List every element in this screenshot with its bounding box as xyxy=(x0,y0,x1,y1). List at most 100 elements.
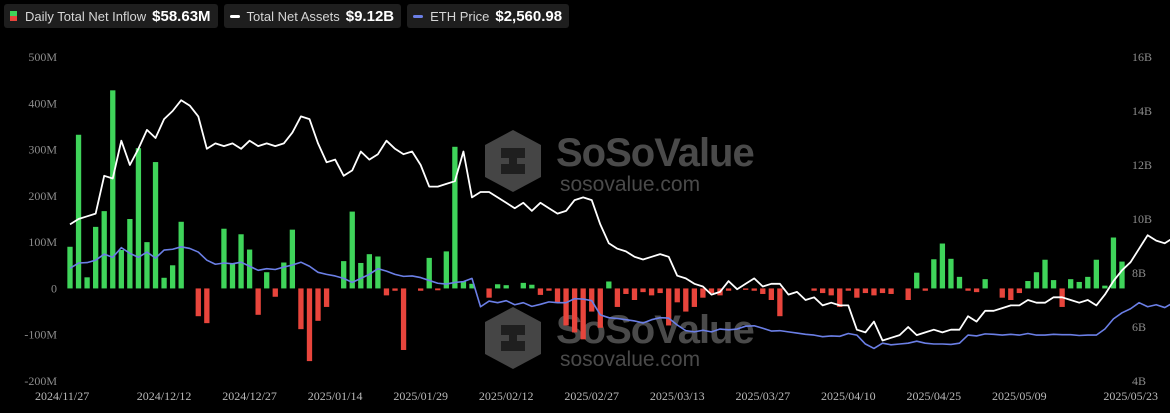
inflow-bar[interactable] xyxy=(537,288,544,295)
inflow-bar[interactable] xyxy=(144,242,150,289)
inflow-bar[interactable] xyxy=(546,288,552,291)
inflow-bar[interactable] xyxy=(152,162,159,289)
inflow-bar[interactable] xyxy=(777,288,783,317)
inflow-bar[interactable] xyxy=(452,146,458,289)
inflow-bar[interactable] xyxy=(914,272,920,289)
inflow-bar[interactable] xyxy=(708,288,715,294)
inflow-bar[interactable] xyxy=(229,263,236,289)
inflow-bar[interactable] xyxy=(1076,281,1082,289)
inflow-bar[interactable] xyxy=(84,277,90,289)
inflow-bar[interactable] xyxy=(623,288,629,294)
inflow-bar[interactable] xyxy=(392,288,398,291)
inflow-bar[interactable] xyxy=(691,288,698,307)
inflow-bar[interactable] xyxy=(135,148,142,289)
inflow-bar[interactable] xyxy=(503,285,509,289)
inflow-bar[interactable] xyxy=(751,288,757,291)
inflow-bar[interactable] xyxy=(486,288,492,298)
inflow-bar[interactable] xyxy=(1033,272,1040,289)
inflow-bar[interactable] xyxy=(1068,279,1074,289)
inflow-bar[interactable] xyxy=(939,243,946,289)
inflow-bar[interactable] xyxy=(1093,259,1099,289)
inflow-bar[interactable] xyxy=(255,288,261,315)
inflow-bar[interactable] xyxy=(529,284,535,289)
inflow-bar[interactable] xyxy=(922,288,928,291)
inflow-bar[interactable] xyxy=(700,288,706,298)
inflow-bar[interactable] xyxy=(597,288,603,328)
inflow-bar[interactable] xyxy=(315,288,321,321)
inflow-bar[interactable] xyxy=(272,288,278,297)
inflow-bar[interactable] xyxy=(768,288,774,300)
inflow-bar[interactable] xyxy=(1050,280,1057,289)
inflow-bar[interactable] xyxy=(520,282,526,289)
inflow-bar[interactable] xyxy=(221,228,227,289)
inflow-bar[interactable] xyxy=(281,262,287,289)
inflow-bar[interactable] xyxy=(871,288,877,296)
inflow-bar[interactable] xyxy=(1085,276,1091,289)
inflow-bar[interactable] xyxy=(435,288,441,291)
inflow-bar[interactable] xyxy=(110,90,116,289)
inflow-bar[interactable] xyxy=(469,283,475,289)
inflow-bar[interactable] xyxy=(614,288,621,307)
inflow-bar[interactable] xyxy=(298,288,304,330)
inflow-bar[interactable] xyxy=(101,211,107,289)
inflow-bar[interactable] xyxy=(1110,237,1117,289)
inflow-bar[interactable] xyxy=(606,281,612,289)
inflow-bar[interactable] xyxy=(580,288,586,340)
inflow-bar[interactable] xyxy=(75,134,82,289)
inflow-bar[interactable] xyxy=(289,229,296,289)
inflow-bar[interactable] xyxy=(400,288,407,350)
inflow-bar[interactable] xyxy=(1008,288,1014,300)
inflow-bar[interactable] xyxy=(1102,285,1108,289)
inflow-bar[interactable] xyxy=(982,279,988,289)
inflow-bar[interactable] xyxy=(666,288,672,326)
inflow-bar[interactable] xyxy=(743,288,749,290)
inflow-bar[interactable] xyxy=(161,277,167,289)
inflow-bar[interactable] xyxy=(443,251,449,289)
inflow-bar[interactable] xyxy=(571,288,578,333)
inflow-bar[interactable] xyxy=(820,288,826,294)
inflow-bar[interactable] xyxy=(169,265,176,289)
inflow-bar[interactable] xyxy=(931,259,937,289)
inflow-bar[interactable] xyxy=(879,288,886,294)
inflow-bar[interactable] xyxy=(948,258,954,289)
inflow-bar[interactable] xyxy=(554,288,561,303)
inflow-bar[interactable] xyxy=(460,281,467,289)
inflow-bar[interactable] xyxy=(965,288,971,291)
inflow-bar[interactable] xyxy=(956,276,963,289)
inflow-bar[interactable] xyxy=(837,288,843,307)
inflow-bar[interactable] xyxy=(93,226,99,289)
inflow-bar[interactable] xyxy=(1025,281,1031,289)
inflow-bar[interactable] xyxy=(323,288,330,307)
inflow-bar[interactable] xyxy=(862,288,869,294)
inflow-bar[interactable] xyxy=(426,257,432,289)
inflow-bar[interactable] xyxy=(563,288,569,326)
inflow-bar[interactable] xyxy=(195,288,201,317)
inflow-bar[interactable] xyxy=(640,288,646,293)
inflow-bar[interactable] xyxy=(811,288,817,291)
inflow-bar[interactable] xyxy=(845,288,851,291)
inflow-bar[interactable] xyxy=(631,288,638,300)
legend-item-total-net-assets[interactable]: Total Net Assets $9.12B xyxy=(223,4,402,28)
inflow-bar[interactable] xyxy=(204,288,210,324)
inflow-bar[interactable] xyxy=(648,288,655,296)
inflow-bar[interactable] xyxy=(358,262,364,289)
inflow-bar[interactable] xyxy=(264,272,270,289)
inflow-bar[interactable] xyxy=(306,288,313,362)
inflow-bar[interactable] xyxy=(1016,288,1023,294)
inflow-bar[interactable] xyxy=(828,288,834,296)
inflow-bar[interactable] xyxy=(178,221,184,289)
inflow-bar[interactable] xyxy=(366,254,372,289)
inflow-bar[interactable] xyxy=(341,261,347,289)
inflow-bar[interactable] xyxy=(375,256,381,289)
inflow-bar[interactable] xyxy=(238,234,244,289)
legend-item-eth-price[interactable]: ETH Price $2,560.98 xyxy=(407,4,570,28)
inflow-bar[interactable] xyxy=(888,288,894,294)
inflow-bar[interactable] xyxy=(973,288,980,293)
inflow-bar[interactable] xyxy=(683,288,689,312)
inflow-bar[interactable] xyxy=(725,288,732,291)
inflow-bar[interactable] xyxy=(494,284,501,289)
inflow-bar[interactable] xyxy=(854,288,860,298)
inflow-bar[interactable] xyxy=(1119,261,1125,289)
inflow-bar[interactable] xyxy=(383,288,390,296)
inflow-bar[interactable] xyxy=(118,250,124,289)
